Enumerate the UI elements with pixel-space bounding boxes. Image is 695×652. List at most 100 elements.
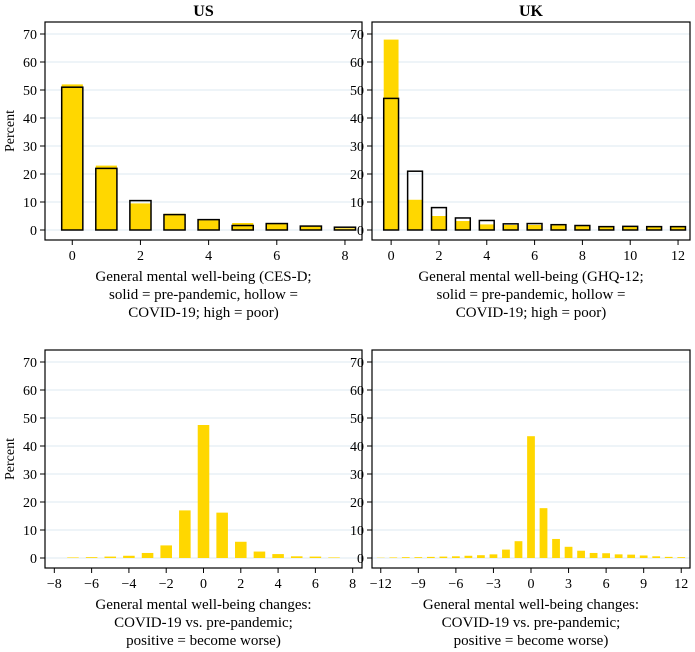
bar-hollow [526, 222, 543, 231]
bar-solid [614, 554, 623, 558]
bar-solid [272, 554, 284, 558]
y-tick-label: 50 [350, 412, 364, 427]
bar-solid [401, 557, 410, 558]
x-axis-label-line: General mental well-being (CES-D; [95, 269, 311, 285]
y-tick-label: 60 [23, 56, 37, 71]
bar-solid [426, 556, 435, 558]
y-tick-label: 70 [23, 356, 37, 371]
bar-solid [232, 223, 254, 230]
y-tick-label: 20 [350, 168, 364, 183]
panel-title: UK [519, 3, 544, 20]
bar-solid [552, 538, 560, 558]
bar-solid [589, 552, 598, 558]
bar-solid [235, 541, 247, 558]
bar-hollow [265, 222, 289, 231]
bar-hollow [382, 97, 400, 231]
x-tick-label: 12 [674, 577, 688, 592]
y-tick-label: 20 [23, 496, 37, 511]
y-tick-label: 40 [23, 440, 37, 455]
x-tick-label: 8 [349, 577, 356, 592]
y-tick-label: 0 [30, 552, 37, 567]
bar-solid [389, 557, 398, 558]
y-tick-label: 0 [30, 224, 37, 239]
y-tick-label: 50 [23, 412, 37, 427]
bar-solid [622, 226, 638, 230]
bar-hollow [129, 199, 152, 231]
bar-solid [431, 216, 447, 230]
x-tick-label: 4 [275, 577, 282, 592]
bar-solid [85, 557, 98, 558]
bar-solid [266, 223, 288, 230]
x-tick-label: 0 [200, 577, 207, 592]
x-axis-label-line: positive = become worse) [126, 633, 281, 649]
bar-solid [514, 541, 523, 558]
bar-hollow [574, 224, 591, 231]
bar-hollow [163, 213, 186, 231]
bar-solid [290, 556, 303, 558]
bar-hollow [406, 170, 424, 231]
y-tick-label: 30 [350, 468, 364, 483]
x-tick-label: −2 [159, 577, 174, 592]
x-tick-label: 6 [531, 249, 538, 264]
x-tick-label: 8 [579, 249, 586, 264]
y-tick-label: 10 [350, 196, 364, 211]
bar-solid [551, 225, 566, 230]
x-tick-label: −3 [486, 577, 501, 592]
bar-solid [452, 556, 460, 558]
bar-solid [670, 226, 686, 230]
y-tick-label: 0 [357, 552, 364, 567]
x-tick-label: 6 [273, 249, 280, 264]
panel-frame [371, 21, 691, 241]
x-tick-label: 3 [565, 577, 572, 592]
bar-solid [602, 553, 610, 558]
panel-title: US [193, 3, 214, 20]
bar-solid [198, 220, 220, 230]
bar-solid [479, 224, 495, 230]
bar-hollow [95, 167, 118, 231]
y-tick-label: 50 [23, 84, 37, 99]
x-tick-label: 10 [623, 249, 637, 264]
bar-hollow [231, 224, 255, 231]
bar-solid [564, 546, 573, 558]
x-tick-label: −6 [84, 577, 99, 592]
bar-hollow [454, 217, 472, 231]
panel-4: 0 10 20 30 40 50 60 70 −12 −9 −6 −3 0 3 6 9 12 General me… [350, 349, 691, 649]
bar-solid [123, 555, 135, 558]
bar-hollow [598, 225, 615, 231]
x-tick-label: 0 [69, 249, 76, 264]
x-tick-label: −4 [121, 577, 136, 592]
bar-solid [61, 84, 83, 231]
x-tick-label: 9 [640, 577, 647, 592]
bar-hollow [333, 226, 357, 231]
x-tick-label: 6 [312, 577, 319, 592]
bar-solid [639, 555, 648, 558]
y-tick-label: 70 [350, 28, 364, 43]
x-axis-label-line: General mental well-being (GHQ-12; [418, 269, 643, 285]
y-tick-label: 20 [350, 496, 364, 511]
bar-solid [652, 556, 661, 558]
bar-solid [677, 557, 686, 558]
y-tick-label: 60 [350, 56, 364, 71]
bar-hollow [299, 225, 323, 231]
bar-solid [455, 221, 471, 230]
bar-solid [383, 39, 399, 230]
bar-hollow [60, 86, 84, 231]
bar-solid [477, 555, 485, 558]
panel-2: 0 10 20 30 40 50 60 70 0 2 4 6 8 10 12 UK General mental… [350, 3, 691, 321]
bar-solid [503, 224, 519, 230]
bar-hollow [430, 206, 448, 231]
x-axis-label-line: COVID-19 vs. pre-pandemic; [442, 615, 621, 631]
x-tick-label: 0 [528, 577, 535, 592]
x-axis-label-line: solid = pre-pandemic, hollow = [109, 287, 298, 303]
bar-solid [574, 226, 590, 230]
bar-hollow [197, 218, 220, 231]
x-tick-label: −12 [370, 577, 392, 592]
bar-solid [598, 226, 614, 230]
x-axis-label-line: solid = pre-pandemic, hollow = [437, 287, 626, 303]
bar-solid [197, 425, 210, 558]
x-axis-label-line: General mental well-being changes: [95, 597, 311, 613]
bar-solid [328, 557, 340, 558]
y-tick-label: 30 [350, 140, 364, 155]
x-axis-label-line: COVID-19; high = poor) [456, 305, 607, 321]
